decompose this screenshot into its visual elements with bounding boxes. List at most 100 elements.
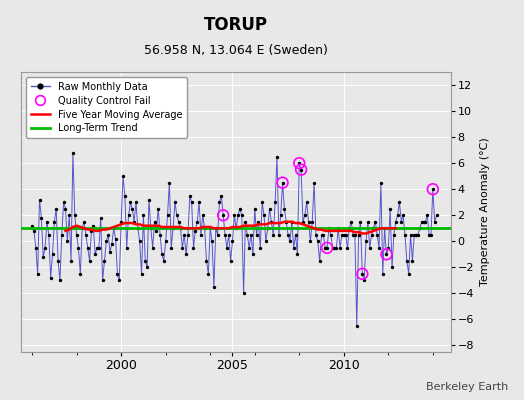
- Point: [34, 271, 42, 277]
- Point: [390, 232, 398, 238]
- Point: [48, 251, 57, 258]
- Point: [243, 232, 252, 238]
- Point: [134, 225, 142, 232]
- Point: [277, 212, 285, 218]
- Point: [184, 232, 192, 238]
- Point: [193, 218, 201, 225]
- Point: [318, 232, 326, 238]
- Point: [136, 238, 144, 244]
- Point: [342, 232, 350, 238]
- Point: [280, 206, 289, 212]
- Point: [384, 245, 392, 251]
- Point: [338, 232, 346, 238]
- Point: [310, 180, 318, 186]
- Point: [82, 232, 90, 238]
- Point: [185, 192, 194, 199]
- Point: [282, 218, 290, 225]
- Point: [323, 245, 331, 251]
- Point: [369, 225, 378, 232]
- Point: [208, 238, 216, 244]
- Point: [260, 212, 268, 218]
- Point: [412, 232, 420, 238]
- Point: [295, 160, 303, 166]
- Point: [31, 245, 40, 251]
- Point: [388, 264, 396, 270]
- Point: [106, 248, 114, 255]
- Point: [367, 232, 376, 238]
- Point: [364, 218, 372, 225]
- Point: [254, 218, 263, 225]
- Point: [313, 238, 322, 244]
- Point: [332, 245, 341, 251]
- Point: [219, 212, 227, 218]
- Point: [126, 199, 135, 206]
- Point: [99, 277, 107, 284]
- Text: TORUP: TORUP: [204, 16, 268, 34]
- Point: [250, 206, 259, 212]
- Point: [236, 206, 244, 212]
- Point: [56, 277, 64, 284]
- Point: [330, 245, 339, 251]
- Point: [256, 245, 265, 251]
- Point: [408, 258, 417, 264]
- Point: [182, 251, 190, 258]
- Point: [110, 225, 118, 232]
- Point: [353, 323, 361, 329]
- Point: [80, 218, 88, 225]
- Point: [362, 238, 370, 244]
- Point: [204, 271, 213, 277]
- Point: [397, 218, 406, 225]
- Point: [39, 254, 47, 260]
- Point: [340, 232, 348, 238]
- Point: [366, 245, 374, 251]
- Point: [405, 271, 413, 277]
- Point: [401, 232, 409, 238]
- Point: [102, 238, 111, 244]
- Point: [265, 206, 274, 212]
- Point: [72, 232, 81, 238]
- Point: [63, 238, 72, 244]
- Point: [213, 232, 222, 238]
- Point: [161, 238, 170, 244]
- Point: [104, 232, 112, 238]
- Point: [232, 225, 241, 232]
- Point: [312, 232, 320, 238]
- Point: [301, 212, 309, 218]
- Point: [54, 258, 62, 264]
- Point: [267, 218, 276, 225]
- Point: [210, 284, 218, 290]
- Point: [91, 251, 100, 258]
- Point: [383, 251, 391, 258]
- Point: [96, 215, 105, 221]
- Y-axis label: Temperature Anomaly (°C): Temperature Anomaly (°C): [479, 138, 489, 286]
- Point: [150, 218, 159, 225]
- Point: [88, 228, 96, 234]
- Point: [83, 245, 92, 251]
- Legend: Raw Monthly Data, Quality Control Fail, Five Year Moving Average, Long-Term Tren: Raw Monthly Data, Quality Control Fail, …: [26, 77, 187, 138]
- Point: [196, 232, 205, 238]
- Point: [78, 225, 86, 232]
- Point: [234, 212, 242, 218]
- Point: [258, 199, 266, 206]
- Point: [241, 218, 249, 225]
- Point: [249, 251, 257, 258]
- Point: [43, 218, 51, 225]
- Point: [286, 238, 294, 244]
- Point: [414, 232, 422, 238]
- Point: [180, 232, 189, 238]
- Point: [212, 225, 220, 232]
- Point: [278, 180, 287, 186]
- Point: [145, 196, 153, 203]
- Point: [115, 277, 124, 284]
- Point: [429, 186, 437, 192]
- Point: [93, 245, 101, 251]
- Point: [323, 245, 331, 251]
- Point: [158, 251, 166, 258]
- Point: [206, 225, 214, 232]
- Point: [61, 206, 70, 212]
- Point: [419, 218, 428, 225]
- Point: [375, 245, 383, 251]
- Point: [378, 271, 387, 277]
- Point: [247, 232, 255, 238]
- Point: [377, 180, 385, 186]
